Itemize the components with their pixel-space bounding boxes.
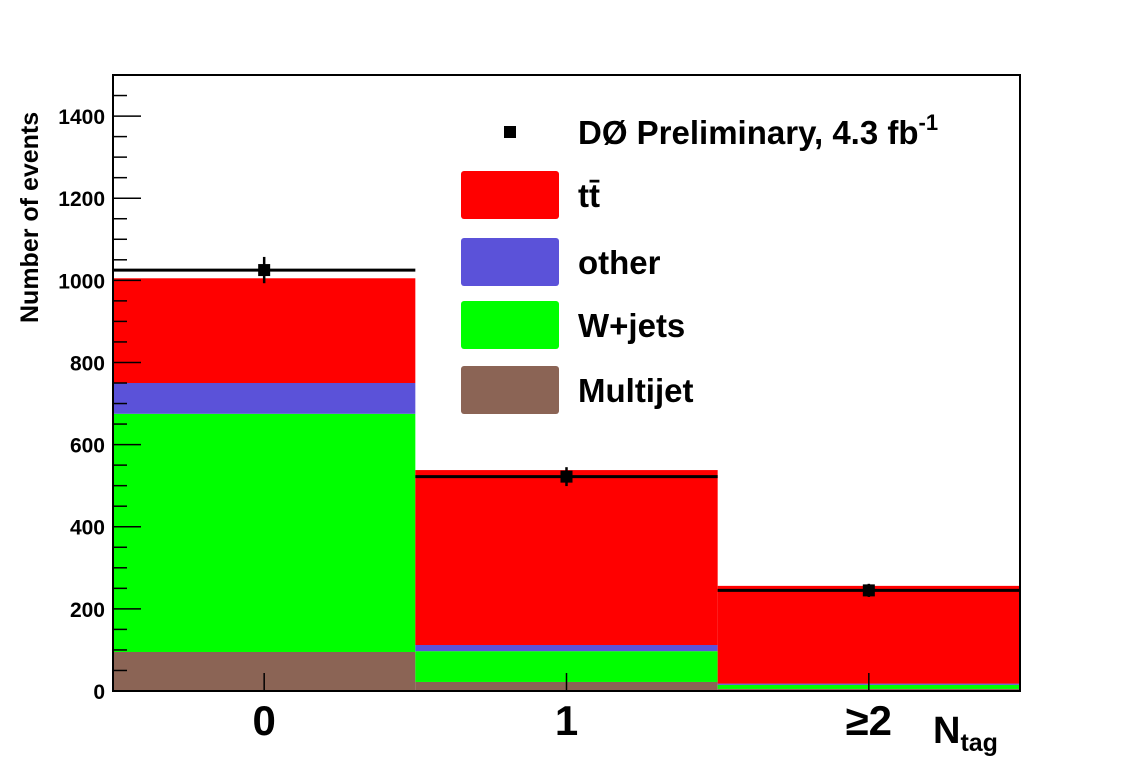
x-axis-title-subscript: tag [960, 729, 998, 757]
bar-w+jets-bin-0 [113, 413, 416, 652]
bar-tt-bin-2 [717, 585, 1020, 684]
bar-tt-bin-1 [415, 470, 718, 646]
x-axis-title: Ntag [933, 710, 998, 757]
legend-swatch-3 [461, 301, 559, 349]
bar-other-bin-1 [415, 645, 718, 652]
data-point-2 [862, 584, 875, 597]
legend-marker-data [504, 126, 516, 138]
bar-tt-bin-0 [113, 278, 416, 383]
y-tick-label-1400: 1400 [58, 106, 105, 129]
x-tick-label-1: 1 [555, 697, 578, 744]
legend-label-4: Multijet [578, 372, 693, 409]
legend-swatch-2 [461, 238, 559, 286]
x-ticks-layer: 0 1 ≥2 [252, 673, 892, 744]
legend-swatch-1 [461, 171, 559, 219]
legend-label-superscript: -1 [919, 110, 939, 135]
x-tick-label-0: 0 [252, 697, 275, 744]
bars-layer [113, 278, 1020, 691]
legend-label-1: tt̄ [578, 177, 600, 214]
y-axis-title: Number of events [16, 112, 44, 323]
legend-label-2: other [578, 244, 661, 281]
legend: DØ Preliminary, 4.3 fb-1 tt̄ other W+jets Mu… [461, 110, 938, 414]
y-tick-label-400: 400 [70, 517, 105, 540]
legend-label-text-3: W+jets [578, 307, 685, 344]
y-ticks-layer: 0 200 400 600 800 1000 1200 1400 [58, 74, 141, 704]
legend-label-text-0: DØ Preliminary, 4.3 fb [578, 114, 919, 151]
legend-label-0: DØ Preliminary, 4.3 fb-1 [578, 110, 938, 151]
data-points-layer [113, 256, 1020, 597]
legend-label-text-4: Multijet [578, 372, 693, 409]
legend-swatch-4 [461, 366, 559, 414]
legend-label-text-1: tt̄ [578, 177, 600, 214]
y-tick-label-800: 800 [70, 352, 105, 375]
bar-other-bin-0 [113, 383, 416, 414]
y-tick-label-200: 200 [70, 599, 105, 622]
y-tick-label-600: 600 [70, 435, 105, 458]
legend-label-3: W+jets [578, 307, 685, 344]
legend-label-text-2: other [578, 244, 661, 281]
data-point-1 [560, 470, 573, 483]
data-point-0 [258, 264, 271, 277]
x-axis-title-main: N [933, 710, 960, 752]
x-tick-label-2: ≥2 [846, 697, 892, 744]
y-tick-label-1200: 1200 [58, 188, 105, 211]
y-tick-label-0: 0 [93, 681, 105, 704]
y-tick-label-1000: 1000 [58, 270, 105, 293]
